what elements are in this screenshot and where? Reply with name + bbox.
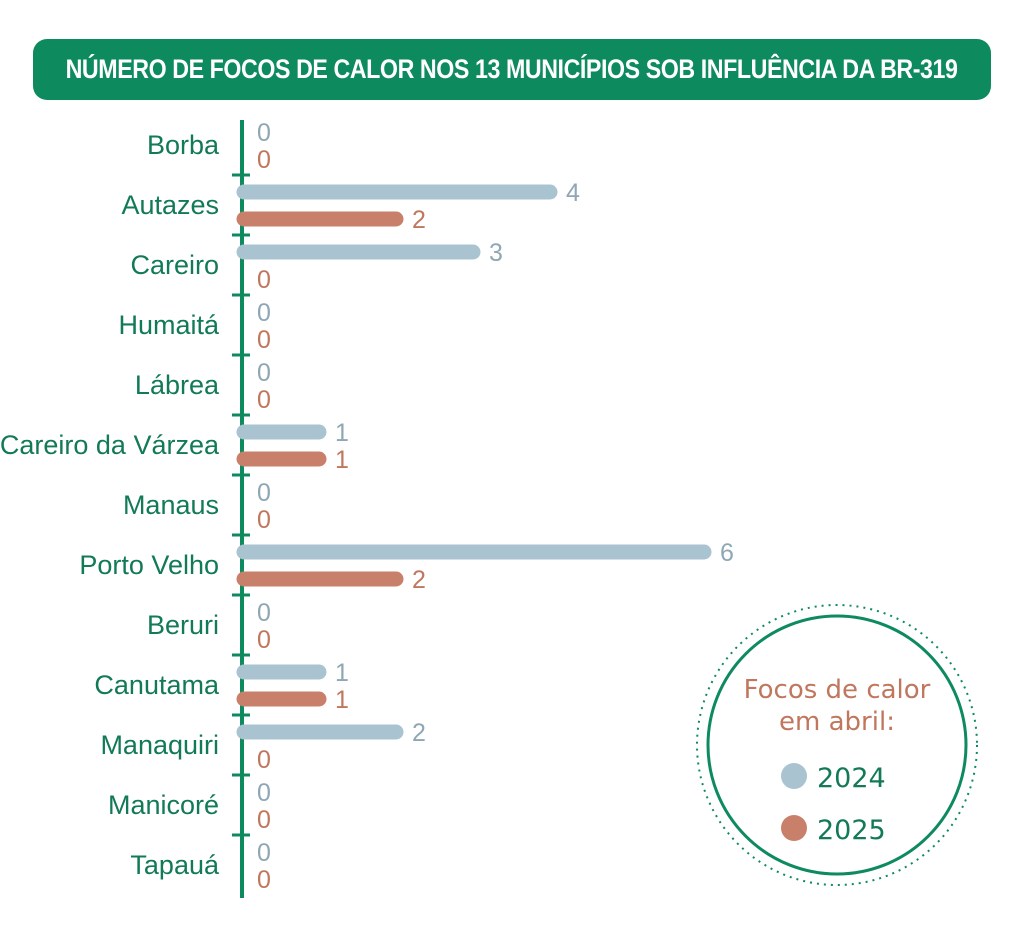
data-label-2025: 1 xyxy=(335,446,349,474)
data-label-2025: 1 xyxy=(335,686,349,714)
category-label: Canutama xyxy=(94,670,220,700)
category-label: Borba xyxy=(147,130,220,160)
data-label-2024: 0 xyxy=(257,839,271,867)
category-label: Beruri xyxy=(147,610,219,640)
chart-title: NÚMERO DE FOCOS DE CALOR NOS 13 MUNICÍPI… xyxy=(66,54,958,84)
category-label: Autazes xyxy=(121,190,219,220)
data-label-2024: 0 xyxy=(257,779,271,807)
legend: Focos de calor em abril: 2024 2025 xyxy=(696,604,978,886)
data-label-2025: 0 xyxy=(257,266,271,294)
data-label-2025: 2 xyxy=(412,566,426,594)
data-label-2024: 2 xyxy=(412,719,426,747)
category-label: Manaus xyxy=(123,490,219,520)
data-label-2024: 0 xyxy=(257,359,271,387)
data-label-2025: 0 xyxy=(257,506,271,534)
data-label-2024: 1 xyxy=(335,659,349,687)
category-label: Manicoré xyxy=(108,790,219,820)
data-label-2025: 0 xyxy=(257,806,271,834)
data-label-2025: 0 xyxy=(257,386,271,414)
category-label: Lábrea xyxy=(135,370,220,400)
data-label-2024: 0 xyxy=(257,119,271,147)
legend-label-2025: 2025 xyxy=(817,815,886,846)
legend-heading-line2: em abril: xyxy=(779,707,895,737)
legend-swatch-2025 xyxy=(781,815,807,841)
data-label-2024: 0 xyxy=(257,599,271,627)
data-label-2025: 0 xyxy=(257,866,271,894)
data-label-2025: 0 xyxy=(257,626,271,654)
data-label-2024: 4 xyxy=(566,179,580,207)
legend-label-2024: 2024 xyxy=(817,763,886,794)
data-label-2024: 1 xyxy=(335,419,349,447)
data-label-2025: 0 xyxy=(257,326,271,354)
category-label: Tapauá xyxy=(130,850,220,880)
data-label-2024: 6 xyxy=(720,539,734,567)
data-label-2025: 0 xyxy=(257,146,271,174)
data-label-2024: 0 xyxy=(257,479,271,507)
category-label: Careiro xyxy=(130,250,219,280)
legend-inner-ring xyxy=(706,614,968,876)
data-label-2024: 0 xyxy=(257,299,271,327)
category-label: Porto Velho xyxy=(79,550,219,580)
category-label: Manaquiri xyxy=(100,730,219,760)
data-label-2025: 0 xyxy=(257,746,271,774)
category-label: Humaitá xyxy=(118,310,220,340)
data-label-2024: 3 xyxy=(489,239,503,267)
legend-outer-dotted-ring xyxy=(696,604,978,886)
legend-swatch-2024 xyxy=(781,763,807,789)
category-label: Careiro da Várzea xyxy=(0,430,220,460)
data-label-2025: 2 xyxy=(412,206,426,234)
legend-heading-line1: Focos de calor xyxy=(744,675,931,705)
chart-title-bar: NÚMERO DE FOCOS DE CALOR NOS 13 MUNICÍPI… xyxy=(33,39,991,100)
